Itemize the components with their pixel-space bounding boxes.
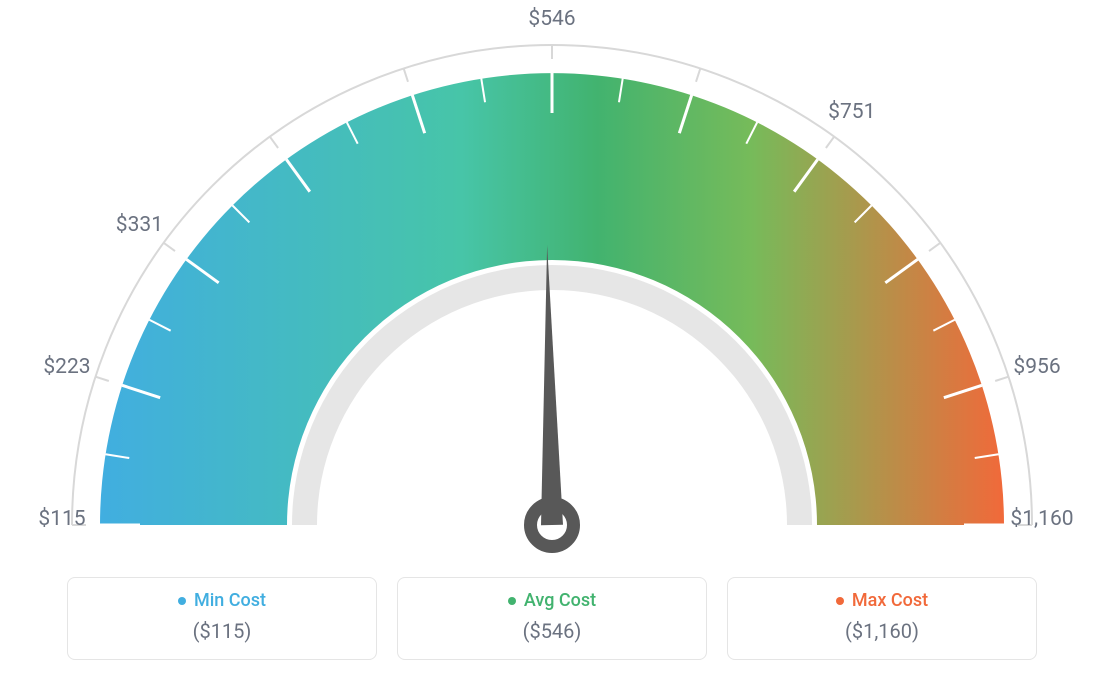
legend-row: Min Cost ($115) Avg Cost ($546) Max Cost…	[0, 577, 1104, 661]
gauge-tick-label: $1,160	[1010, 507, 1073, 531]
gauge-tick-label: $751	[828, 100, 875, 124]
legend-card-min: Min Cost ($115)	[67, 577, 377, 661]
gauge-tick-label: $956	[1013, 355, 1060, 379]
legend-dot-max	[836, 597, 844, 605]
legend-card-max: Max Cost ($1,160)	[727, 577, 1037, 661]
legend-value-min: ($115)	[68, 619, 376, 643]
gauge-tick-label: $546	[528, 7, 575, 31]
cost-gauge: $115 $223 $331 $546 $751 $956 $1,160	[0, 0, 1104, 560]
legend-dot-min	[178, 597, 186, 605]
gauge-tick-label: $331	[116, 213, 163, 237]
gauge-tick-label: $223	[43, 355, 90, 379]
legend-card-avg: Avg Cost ($546)	[397, 577, 707, 661]
legend-value-avg: ($546)	[398, 619, 706, 643]
legend-label-avg: Avg Cost	[524, 590, 596, 611]
legend-dot-avg	[508, 597, 516, 605]
legend-value-max: ($1,160)	[728, 619, 1036, 643]
legend-label-max: Max Cost	[852, 590, 928, 611]
legend-label-min: Min Cost	[194, 590, 266, 611]
gauge-tick-label: $115	[38, 507, 85, 531]
